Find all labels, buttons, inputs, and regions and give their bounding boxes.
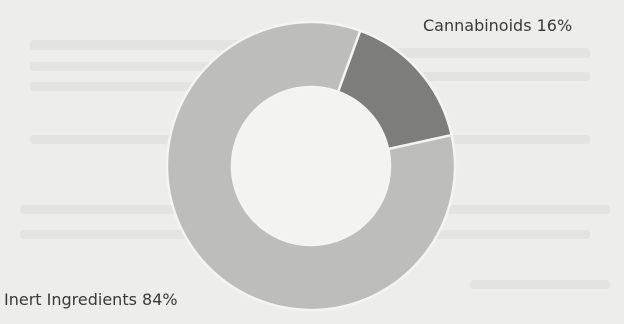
slice-label-cannabinoids: Cannabinoids 16% xyxy=(423,16,572,35)
donut-slices xyxy=(165,20,457,312)
slice-label-inert-ingredients: Inert Ingredients 84% xyxy=(4,290,178,309)
slice-labels: Cannabinoids 16% Inert Ingredients 84% xyxy=(4,16,572,309)
slice-inert-ingredients xyxy=(165,20,457,312)
donut-hole xyxy=(233,88,389,244)
